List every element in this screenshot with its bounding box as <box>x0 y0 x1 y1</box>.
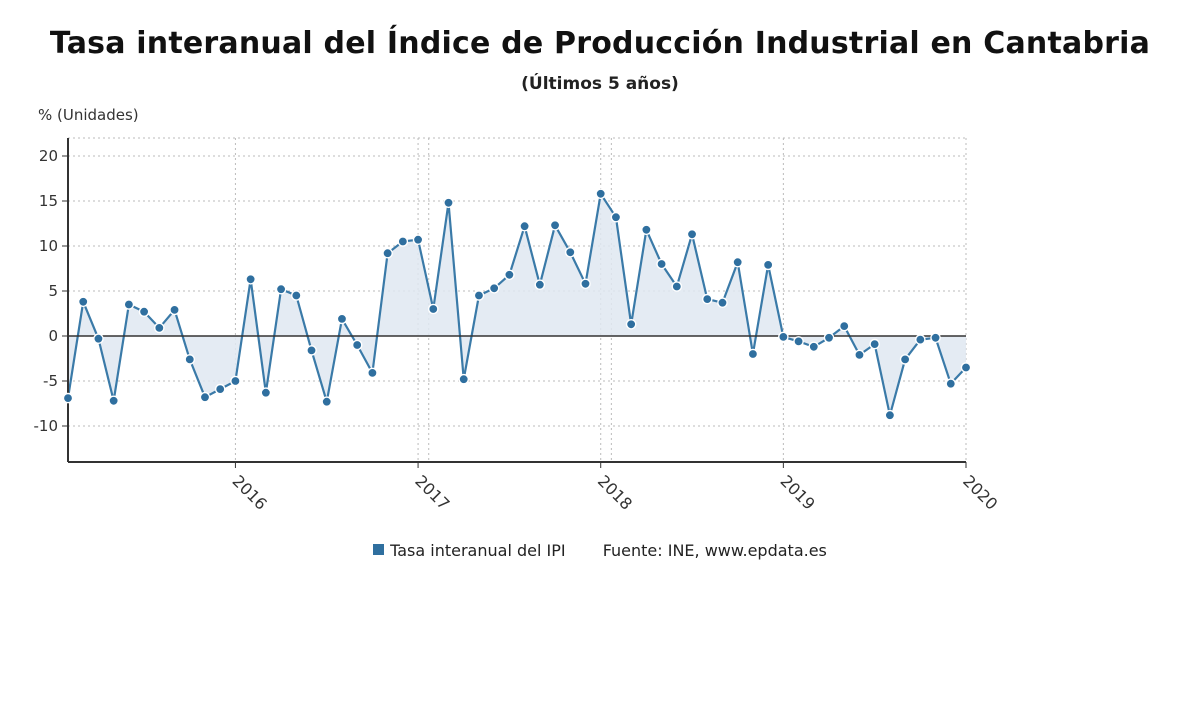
data-point[interactable] <box>62 392 74 404</box>
data-point[interactable] <box>77 296 89 308</box>
data-point[interactable] <box>671 281 683 292</box>
data-point[interactable] <box>549 219 561 231</box>
data-point[interactable] <box>762 259 774 271</box>
data-point[interactable] <box>336 313 348 325</box>
data-point[interactable] <box>854 349 865 361</box>
x-tick-label: 2017 <box>411 471 453 513</box>
data-point[interactable] <box>367 367 378 379</box>
data-point[interactable] <box>838 320 850 332</box>
data-point[interactable] <box>321 396 333 408</box>
y-tick-label: 15 <box>39 192 58 210</box>
data-point[interactable] <box>534 279 546 291</box>
data-point[interactable] <box>382 247 393 259</box>
x-tick-label: 2016 <box>229 471 271 513</box>
y-tick-label: 5 <box>48 282 58 300</box>
y-tick-label: -5 <box>43 372 58 390</box>
data-point[interactable] <box>488 282 500 294</box>
data-point[interactable] <box>108 395 119 407</box>
data-point[interactable] <box>519 220 530 232</box>
data-point[interactable] <box>732 256 743 268</box>
data-point[interactable] <box>610 211 622 223</box>
data-point[interactable] <box>154 322 165 334</box>
points-layer <box>62 188 972 421</box>
data-point[interactable] <box>580 278 591 290</box>
x-tick-label: 2018 <box>594 471 636 513</box>
data-point[interactable] <box>214 383 226 395</box>
data-point[interactable] <box>656 258 667 270</box>
y-tick-label: -10 <box>34 417 59 435</box>
legend-series-item[interactable]: Tasa interanual del IPI <box>373 541 566 560</box>
data-point[interactable] <box>869 338 880 350</box>
legend: Tasa interanual del IPI Fuente: INE, www… <box>0 540 1200 560</box>
data-point[interactable] <box>945 378 957 390</box>
data-point[interactable] <box>793 336 804 347</box>
data-point[interactable] <box>641 224 652 236</box>
legend-swatch <box>373 544 385 555</box>
chart-title: Tasa interanual del Índice de Producción… <box>49 26 1151 61</box>
data-point[interactable] <box>960 362 972 373</box>
data-point[interactable] <box>915 334 926 345</box>
x-tick-label: 2020 <box>959 471 1001 513</box>
data-point[interactable] <box>686 228 698 240</box>
data-point[interactable] <box>427 303 439 315</box>
y-tick-label: 10 <box>39 237 58 255</box>
y-tick-label: 0 <box>48 327 58 345</box>
data-point[interactable] <box>504 269 515 281</box>
data-point[interactable] <box>397 236 409 247</box>
y-tick-label: 20 <box>39 147 58 165</box>
chart-subtitle: (Últimos 5 años) <box>521 74 679 94</box>
data-point[interactable] <box>245 273 256 285</box>
legend-series-label: Tasa interanual del IPI <box>390 541 566 560</box>
data-point[interactable] <box>701 293 713 305</box>
data-point[interactable] <box>169 304 180 316</box>
data-point[interactable] <box>823 332 835 344</box>
data-point[interactable] <box>717 297 728 309</box>
data-point[interactable] <box>123 299 135 310</box>
data-point[interactable] <box>564 246 576 258</box>
data-point[interactable] <box>275 283 287 295</box>
data-point[interactable] <box>184 354 196 365</box>
data-point[interactable] <box>778 331 789 343</box>
data-point[interactable] <box>230 375 241 387</box>
data-point[interactable] <box>595 188 607 200</box>
data-point[interactable] <box>199 391 211 403</box>
data-point[interactable] <box>625 318 637 330</box>
data-point[interactable] <box>138 306 150 318</box>
y-axis-label: % (Unidades) <box>38 106 139 124</box>
data-point[interactable] <box>443 197 454 209</box>
x-tick-label: 2019 <box>777 471 819 513</box>
data-point[interactable] <box>473 290 485 301</box>
data-point[interactable] <box>458 373 470 385</box>
data-point[interactable] <box>93 333 104 345</box>
data-point[interactable] <box>291 290 302 301</box>
line-chart: -10 -5 0 5 10 15 20 2016 2017 2018 2019 2020 <box>34 137 1001 514</box>
data-point[interactable] <box>884 409 896 421</box>
data-point[interactable] <box>260 387 272 399</box>
source-note: Fuente: INE, www.epdata.es <box>602 541 827 560</box>
data-point[interactable] <box>747 348 759 360</box>
data-point[interactable] <box>899 354 911 365</box>
data-point[interactable] <box>306 345 317 356</box>
area-fill <box>68 193 966 416</box>
data-point[interactable] <box>351 339 363 351</box>
data-point[interactable] <box>412 234 424 245</box>
data-point[interactable] <box>930 332 941 344</box>
data-point[interactable] <box>808 341 820 353</box>
